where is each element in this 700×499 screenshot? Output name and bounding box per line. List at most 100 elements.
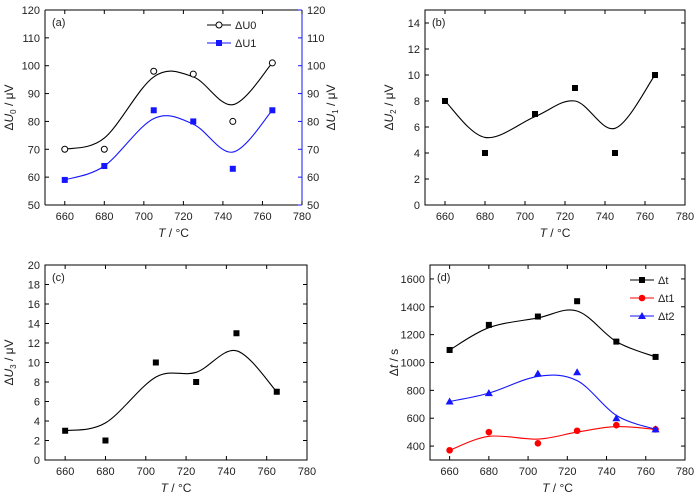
x-tick-label: 660 (436, 211, 454, 223)
y-tick-label: 12 (408, 44, 420, 56)
data-point (101, 163, 108, 169)
panel-label: (b) (432, 17, 445, 29)
data-point (62, 427, 69, 434)
data-point (484, 389, 493, 397)
data-point (651, 425, 660, 433)
y-tick-label: 6 (414, 122, 420, 134)
y-tick-label: 0 (414, 200, 420, 212)
y2-axis-label: ΔU1 / μV (324, 84, 340, 130)
panel-label: (a) (52, 17, 65, 29)
y-tick-label: 110 (22, 33, 40, 45)
x-tick-label: 680 (95, 211, 113, 223)
data-point (273, 388, 280, 395)
x-axis-label: T / °C (542, 481, 573, 495)
y-tick-label: 400 (407, 441, 425, 453)
data-point (100, 145, 108, 153)
fit-curve (64, 109, 273, 181)
y-tick-label: 120 (22, 5, 40, 17)
series-a-2 (61, 107, 276, 183)
y-tick-label: 12 (28, 338, 40, 350)
x-tick-label: 780 (676, 211, 694, 223)
data-point (482, 150, 488, 156)
data-point (61, 176, 68, 183)
y-tick-label: 4 (34, 416, 40, 428)
data-point (268, 59, 276, 67)
data-point (652, 72, 658, 78)
legend-entry: Δt1 (658, 293, 675, 305)
data-point (102, 437, 109, 444)
fit-curve (444, 74, 656, 139)
y-tick-label: 80 (28, 116, 40, 128)
panel-b: 660 680 700 720 740 760 780 0 2 4 6 8 10 12 14 T / °C ΔU… (382, 9, 694, 240)
x-tick-label: 760 (637, 466, 655, 478)
data-point (446, 446, 453, 454)
fit-curve (64, 62, 273, 150)
data-point (216, 40, 222, 46)
data-point (612, 150, 618, 156)
data-point (612, 414, 621, 422)
x-tick-label: 740 (214, 211, 232, 223)
y-tick-label: 1000 (401, 358, 425, 370)
data-point (442, 98, 448, 104)
series-d-3 (445, 368, 660, 433)
data-point (190, 118, 197, 125)
y2-tick-label: 100 (307, 61, 325, 73)
data-point (638, 312, 646, 319)
x-axis-label: T / °C (540, 226, 571, 240)
legend-entry: Δt (658, 275, 668, 287)
data-point (193, 379, 200, 385)
y-tick-label: 2 (34, 436, 40, 448)
data-point (150, 107, 157, 114)
x-tick-label: 740 (217, 466, 235, 478)
x-tick-label: 720 (558, 466, 576, 478)
data-point (485, 321, 492, 328)
data-point (233, 330, 240, 337)
x-tick-label: 700 (519, 466, 537, 478)
fit-curve (449, 309, 656, 358)
data-point (229, 117, 237, 125)
data-point (229, 165, 236, 172)
series-d-1 (446, 298, 659, 360)
y-tick-label: 14 (28, 319, 40, 331)
data-point (572, 85, 578, 91)
x-axis-label: T / °C (161, 481, 192, 495)
y-tick-label: 1400 (401, 302, 425, 314)
y-tick-label: 8 (414, 96, 420, 108)
panel-c: 660 680 700 720 740 760 780 0 2 4 6 8 10 12 14 16 18 20 T … (2, 260, 316, 495)
y-tick-label: 20 (28, 260, 40, 272)
y-tick-label: 4 (414, 148, 420, 160)
data-point (534, 313, 541, 320)
x-tick-label: 740 (596, 211, 614, 223)
legend-entry: ΔU1 (235, 38, 256, 50)
y-tick-label: 90 (28, 89, 40, 101)
data-point (573, 427, 581, 435)
data-point (269, 107, 276, 114)
data-point (534, 439, 542, 447)
data-point (215, 21, 223, 29)
data-point (613, 338, 620, 345)
y2-tick-label: 110 (307, 33, 325, 45)
y-axis-label: Δt / s (387, 349, 401, 376)
legend: ΔU0 ΔU1 (207, 20, 256, 50)
x-tick-label: 700 (516, 211, 534, 223)
x-tick-label: 780 (293, 211, 311, 223)
x-tick-label: 700 (137, 466, 155, 478)
x-tick-label: 740 (597, 466, 615, 478)
y-tick-label: 70 (28, 144, 40, 156)
y-tick-label: 10 (408, 70, 420, 82)
y-tick-label: 60 (28, 172, 40, 184)
data-point (61, 145, 69, 153)
x-axis-label: T / °C (158, 226, 189, 240)
data-point (446, 346, 453, 353)
plot-frame (44, 264, 308, 461)
data-point (533, 369, 542, 377)
legend: Δt Δt1 Δt2 (630, 275, 675, 323)
x-tick-label: 720 (177, 466, 195, 478)
y-tick-label: 14 (408, 18, 420, 30)
series-b-1 (442, 72, 658, 156)
panel-label: (c) (52, 272, 65, 284)
data-point (150, 67, 158, 75)
x-tick-label: 700 (135, 211, 153, 223)
series-c-1 (62, 330, 280, 444)
x-tick-label: 660 (56, 466, 74, 478)
